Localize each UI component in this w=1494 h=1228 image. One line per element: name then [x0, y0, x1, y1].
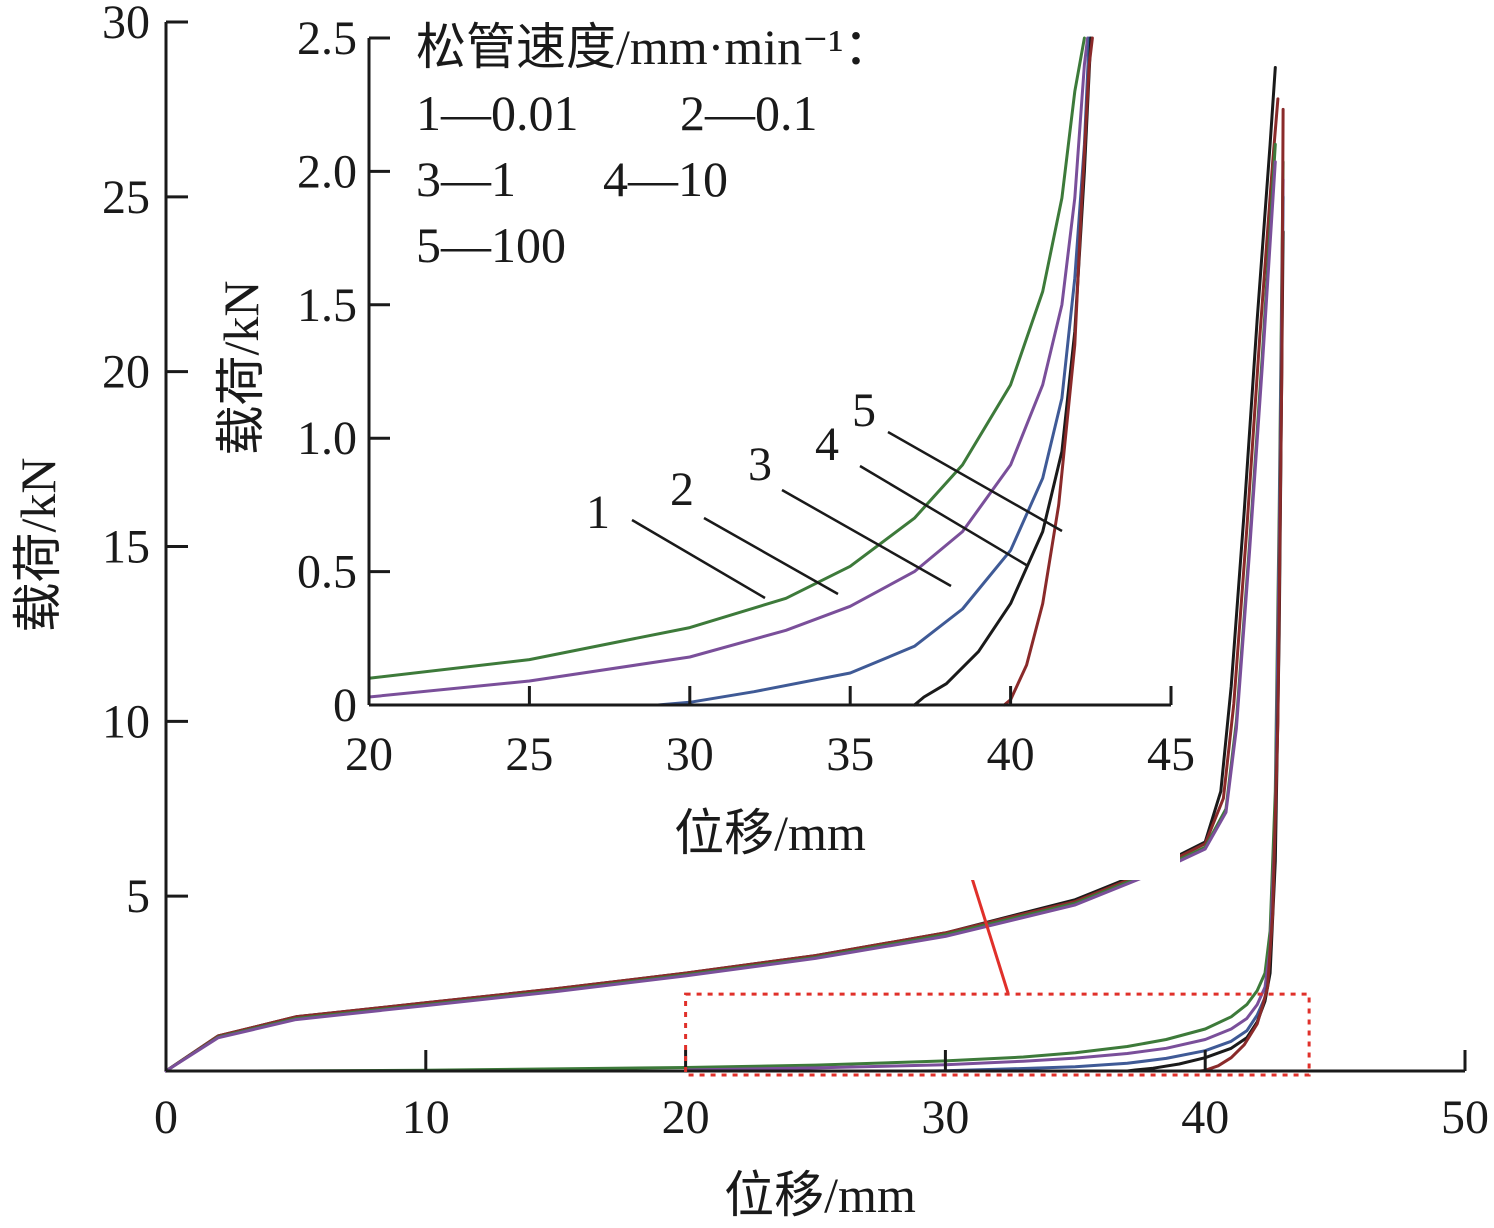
legend: 松管速度/mm·min⁻¹： 1—0.01 2—0.1 3—1 4—10 5—1… — [416, 19, 894, 273]
legend-entry-5: 5—100 — [416, 217, 566, 273]
main-y-tick-label: 10 — [102, 695, 150, 748]
inset-series-5 — [1002, 36, 1094, 707]
main-x-axis-title: 位移/mm — [724, 1167, 916, 1223]
main-series-group — [164, 66, 1285, 1073]
inset-x-tick-label: 30 — [666, 728, 714, 781]
inset-x-tick-label: 45 — [1147, 728, 1195, 781]
main-x-tick-label: 40 — [1181, 1091, 1229, 1144]
inset-x-tick-label: 40 — [987, 728, 1035, 781]
legend-entry-2: 2—0.1 — [680, 85, 818, 141]
inset-series-3 — [656, 36, 1091, 707]
main-x-tick-label: 20 — [662, 1091, 710, 1144]
inset-y-tick-label: 2.0 — [297, 145, 357, 198]
legend-entry-4: 4—10 — [603, 151, 728, 207]
zoom-region-box — [684, 992, 1311, 1077]
curve-labels: 1 2 3 4 5 — [586, 384, 1063, 600]
main-series-upper-5 — [164, 97, 1280, 1073]
main-x-tick-label: 0 — [154, 1091, 178, 1144]
inset-y-tick-label: 0 — [333, 679, 357, 732]
curve-label-4: 4 — [815, 418, 839, 471]
curve-label-2: 2 — [670, 463, 694, 516]
main-y-tick-label: 20 — [102, 346, 150, 399]
inset-x-axis-title: 位移/mm — [674, 805, 866, 861]
main-series-lower-5 — [1198, 107, 1285, 1073]
curve-label-3: 3 — [748, 438, 772, 491]
inset-y-tick-label: 1.0 — [297, 412, 357, 465]
curve-leader-3 — [781, 488, 952, 588]
inset-x-tick-label: 35 — [826, 728, 874, 781]
curve-leader-2 — [703, 516, 839, 596]
inset-series-1 — [367, 36, 1086, 680]
inset-y-tick-label: 0.5 — [297, 546, 357, 599]
main-x-tick-label: 50 — [1441, 1091, 1489, 1144]
main-y-tick-label: 25 — [102, 171, 150, 224]
inset-series-2 — [367, 36, 1090, 699]
inset-y-axis-title: 载荷/kN — [213, 281, 269, 456]
main-x-tick-label: 10 — [402, 1091, 450, 1144]
main-series-upper-2 — [164, 160, 1277, 1073]
curve-leader-1 — [631, 518, 766, 600]
curve-leader-4 — [859, 464, 1029, 568]
legend-entry-3: 3—1 — [416, 151, 516, 207]
curve-label-1: 1 — [586, 486, 610, 539]
curve-leader-5 — [887, 430, 1063, 533]
inset-y-tick-label: 2.5 — [297, 12, 357, 65]
curve-label-5: 5 — [852, 384, 876, 437]
main-y-tick-label: 15 — [102, 521, 150, 574]
inset-y-tick-label: 1.5 — [297, 279, 357, 332]
inset-series-group — [367, 36, 1094, 707]
legend-title: 松管速度/mm·min⁻¹： — [416, 19, 894, 75]
main-y-tick-label: 30 — [102, 0, 150, 49]
legend-entry-1: 1—0.01 — [416, 85, 579, 141]
main-x-tick-label: 30 — [921, 1091, 969, 1144]
inset-background — [290, 10, 1180, 880]
main-y-tick-label: 5 — [126, 870, 150, 923]
inset-x-tick-label: 25 — [505, 728, 553, 781]
inset-x-tick-label: 20 — [345, 728, 393, 781]
main-y-axis-title: 载荷/kN — [10, 458, 66, 633]
